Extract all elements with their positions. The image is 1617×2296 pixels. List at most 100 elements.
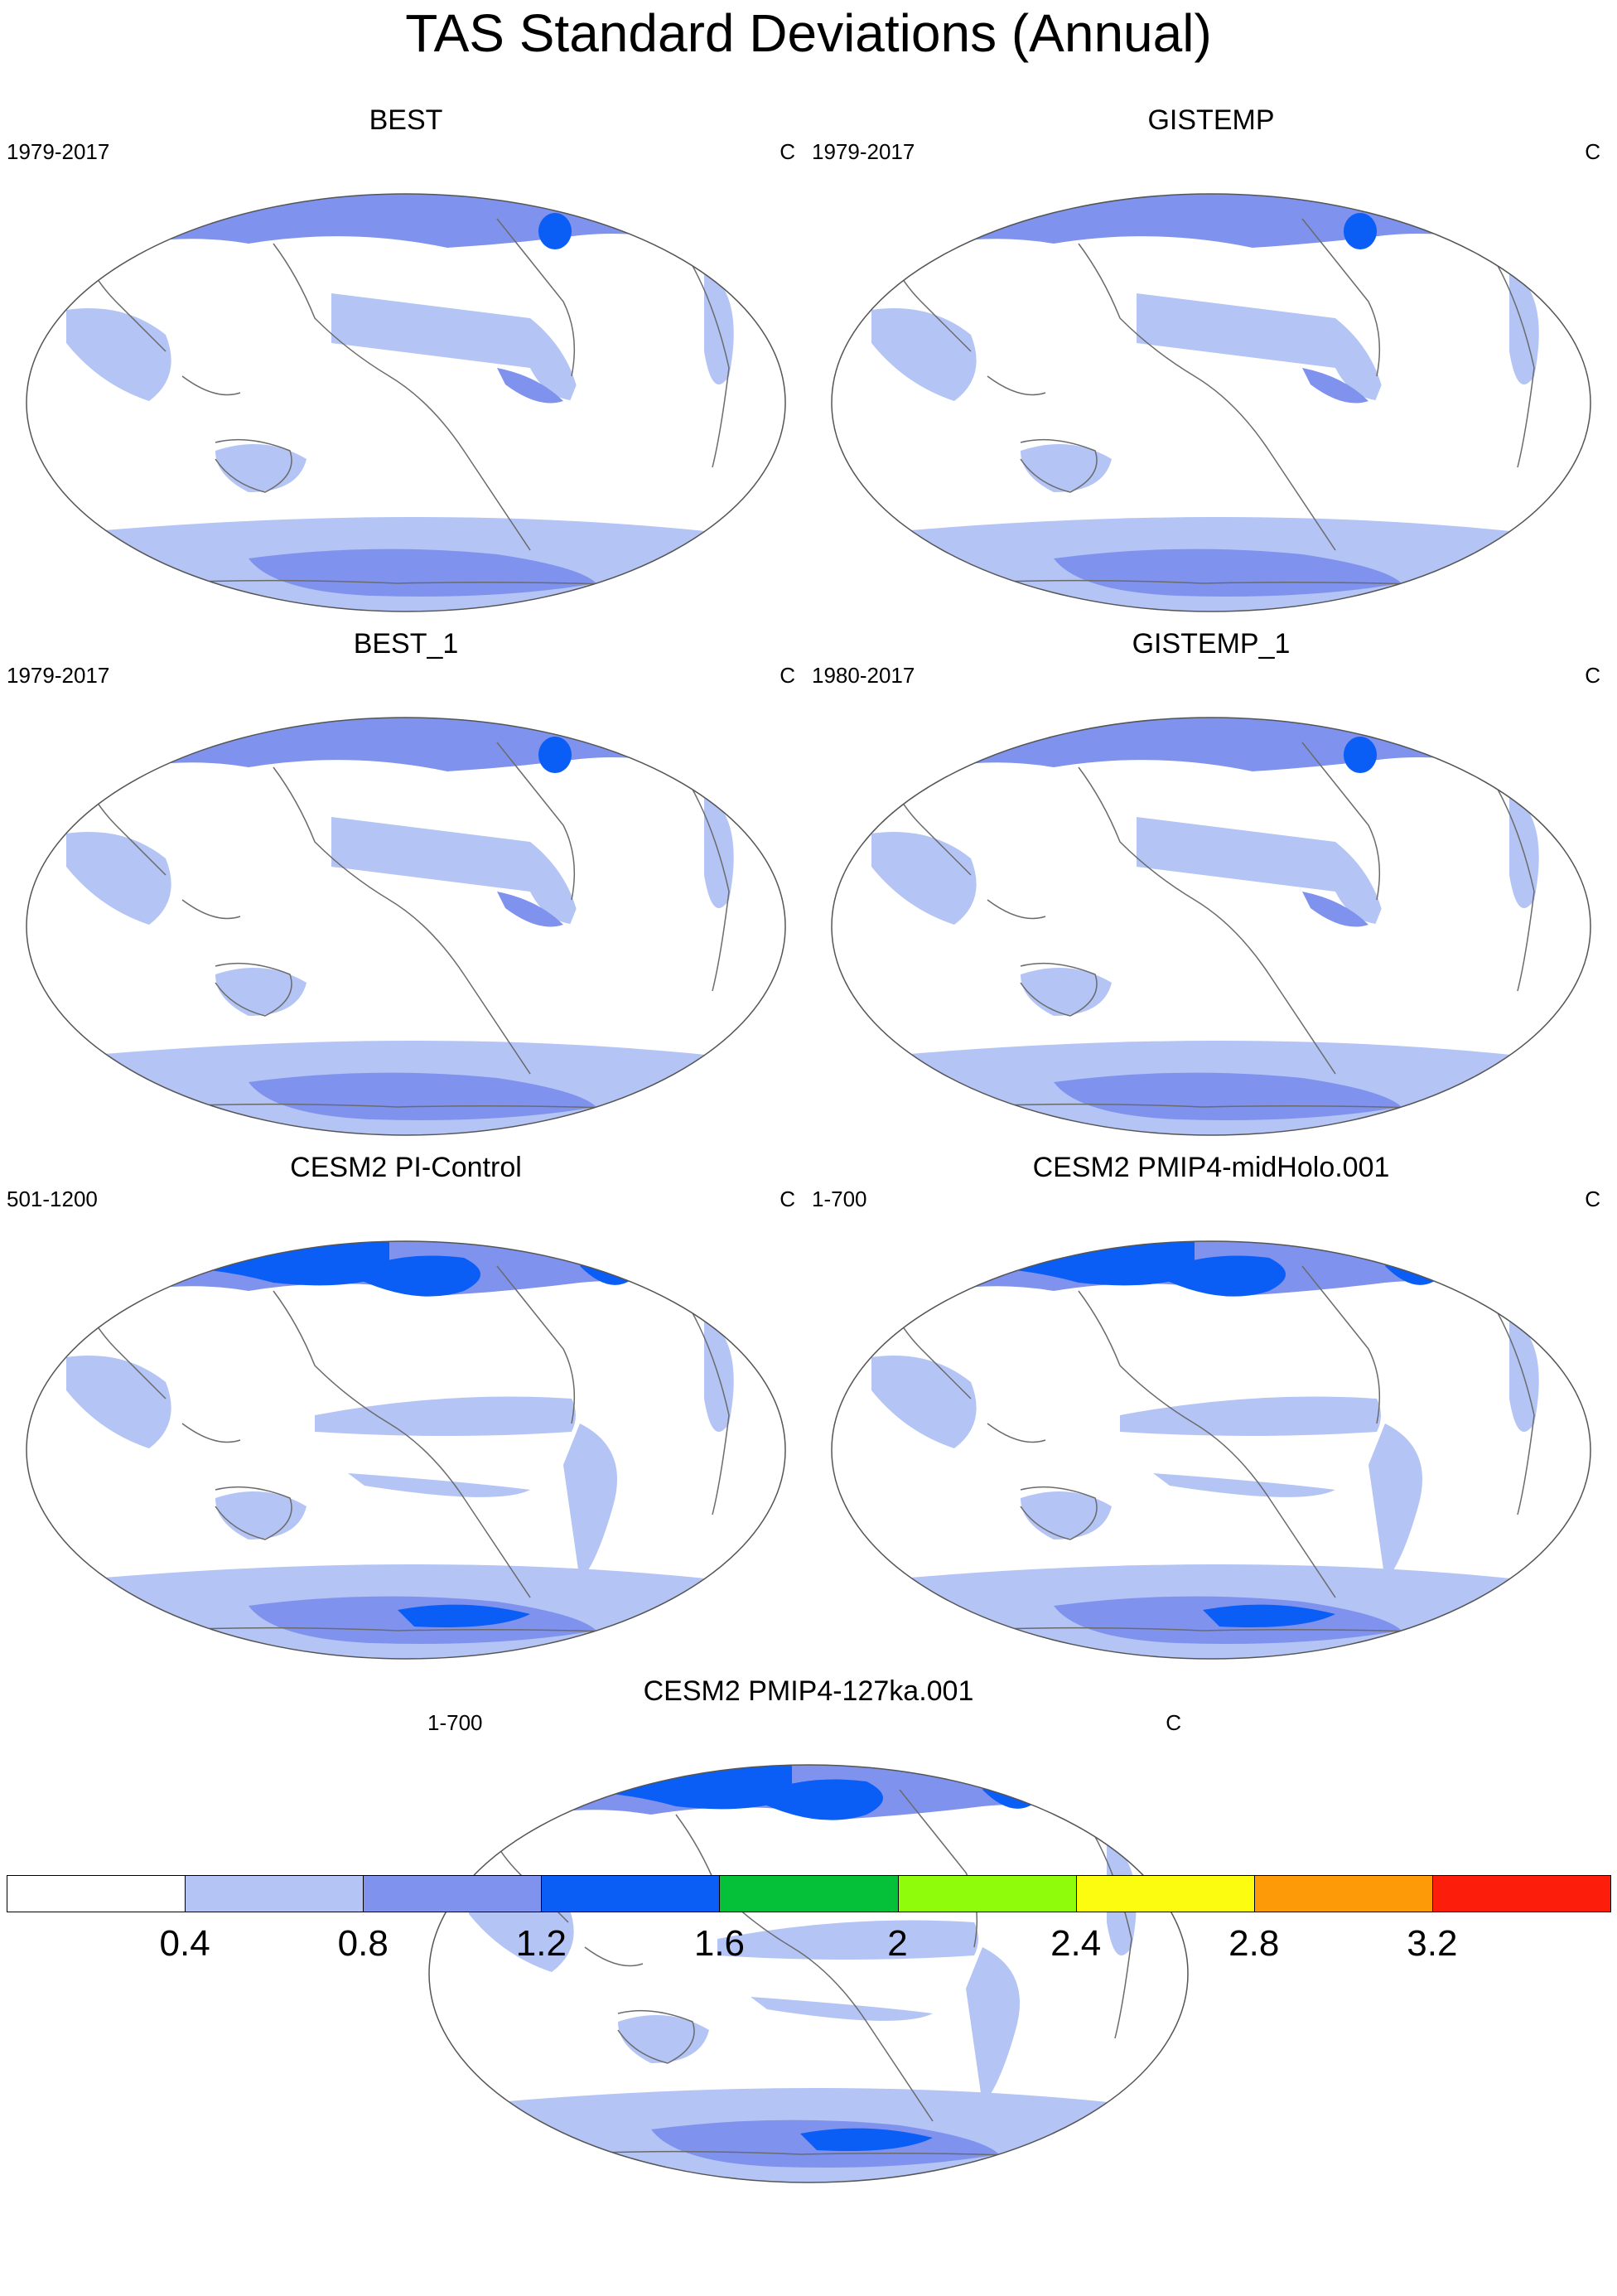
panel-title: BEST_1: [353, 628, 459, 660]
coastline: [215, 1486, 292, 1540]
map-border: [26, 717, 786, 1136]
panel-units: C: [1585, 663, 1600, 688]
shading-north-peak: [527, 1766, 593, 1789]
coastline: [1020, 962, 1098, 1017]
shading-north-strong: [116, 721, 182, 747]
shading-tropical-tongue: [315, 1396, 576, 1436]
coastline: [1484, 1290, 1535, 1515]
shading-land: [1021, 444, 1112, 492]
panel-title: GISTEMP_1: [1132, 628, 1291, 660]
map-plot: [26, 1240, 786, 1660]
coastline: [181, 1423, 241, 1443]
panel-period: 501-1200: [7, 1187, 98, 1211]
panel-units: C: [780, 1187, 795, 1211]
shading-land: [1021, 968, 1112, 1016]
shading-south-strong: [800, 2128, 933, 2151]
shading-tropical-tongue: [1120, 1396, 1381, 1436]
panel-period: 1-700: [812, 1187, 867, 1211]
panel-title: GISTEMP: [1147, 104, 1275, 136]
map-plot: [26, 717, 786, 1136]
coastline: [273, 1290, 531, 1598]
coastline: [678, 1290, 730, 1515]
shading-land: [1021, 1491, 1112, 1540]
shading-south-strong: [398, 1604, 530, 1627]
colorbar-box: [897, 1875, 1077, 1912]
shading-tropical-tongue: [717, 1920, 978, 1960]
shading-tropical-tongue: [1153, 1473, 1335, 1497]
panel-period: 1979-2017: [812, 139, 915, 164]
coastline: [1301, 742, 1381, 901]
coastline: [1020, 438, 1098, 493]
shading-tropical-tongue: [1137, 293, 1385, 401]
shading-tropical-core: [1302, 892, 1368, 927]
shading-land: [618, 2015, 709, 2063]
shading-land: [215, 444, 307, 492]
colorbar-box: [363, 1875, 543, 1912]
shading-south-mid: [249, 549, 596, 597]
shading-land: [215, 1491, 307, 1540]
coastline: [1020, 1486, 1098, 1540]
panel-units: C: [1166, 1710, 1181, 1735]
coastline: [675, 1814, 934, 2122]
shading-land: [1368, 900, 1422, 1057]
coastline: [215, 438, 292, 493]
colorbar-tick-label: 1.6: [693, 1923, 746, 1964]
shading-north-strong: [538, 737, 572, 773]
colorbar-tick-label: 1.2: [515, 1923, 567, 1964]
shading-north-strong: [921, 197, 987, 224]
panel-title: BEST: [369, 104, 443, 136]
shading-land: [563, 376, 617, 534]
panel-units: C: [1585, 1187, 1600, 1211]
shading-south-mid: [249, 1072, 596, 1120]
coastline: [273, 766, 531, 1075]
shading-land: [563, 1424, 617, 1581]
shading-land: [1368, 376, 1422, 534]
map-plot: [831, 1240, 1591, 1660]
shading-land: [1368, 1424, 1422, 1581]
colorbar-tick-label: 0.8: [337, 1923, 389, 1964]
shading-south-mid: [1054, 1072, 1402, 1120]
shading-tropical-tongue: [348, 1473, 530, 1497]
shading-north-strong: [1153, 1255, 1286, 1297]
colorbar-tick-label: 0.4: [159, 1923, 210, 1964]
shading-north-peak: [948, 1246, 977, 1256]
panel-period: 1-700: [427, 1710, 483, 1735]
colorbar-box: [1253, 1875, 1433, 1912]
shading-south-strong: [1203, 1604, 1335, 1627]
map-panel-best-1: BEST_1 1979-2017 C: [0, 626, 812, 1140]
coastline: [617, 2009, 695, 2064]
shading-north-peak: [124, 1242, 191, 1265]
map-border: [428, 1764, 1189, 2183]
colorbar-box: [185, 1875, 364, 1912]
shading-tropical-tongue: [331, 817, 580, 925]
map-border: [831, 1240, 1591, 1660]
coastline: [678, 243, 730, 468]
coastline: [899, 1789, 978, 1948]
shading-land: [966, 1947, 1020, 2105]
coastline: [496, 1265, 576, 1424]
shading-north-strong: [538, 213, 572, 249]
shading-land: [563, 900, 617, 1057]
shading-north-peak: [132, 204, 158, 214]
colorbar-box: [719, 1875, 899, 1912]
panel-title: CESM2 PMIP4-127ka.001: [643, 1675, 974, 1707]
map-border: [831, 193, 1591, 612]
coastline: [181, 375, 241, 396]
shading-north-peak: [929, 1242, 996, 1265]
colorbar-box: [7, 1875, 186, 1912]
shading-north-peak: [142, 1246, 172, 1256]
coastline: [987, 899, 1046, 920]
panel-units: C: [1585, 139, 1600, 164]
shading-north-strong: [921, 721, 987, 747]
coastline: [496, 218, 576, 377]
shading-tropical-tongue: [1137, 817, 1385, 925]
shading-tropical-tongue: [751, 1997, 933, 2021]
map-panel-gistemp: GISTEMP 1979-2017 C: [805, 103, 1617, 616]
shading-north-peak: [937, 204, 963, 214]
map-panel-cesm2-pi-control: CESM2 PI-Control 501-1200 C: [0, 1150, 812, 1664]
colorbar-box: [1431, 1875, 1611, 1912]
shading-north-strong: [751, 1779, 883, 1820]
coastline: [1484, 766, 1535, 992]
colorbar-tick-label: 2.8: [1228, 1923, 1280, 1964]
coastline: [1081, 1814, 1132, 2039]
